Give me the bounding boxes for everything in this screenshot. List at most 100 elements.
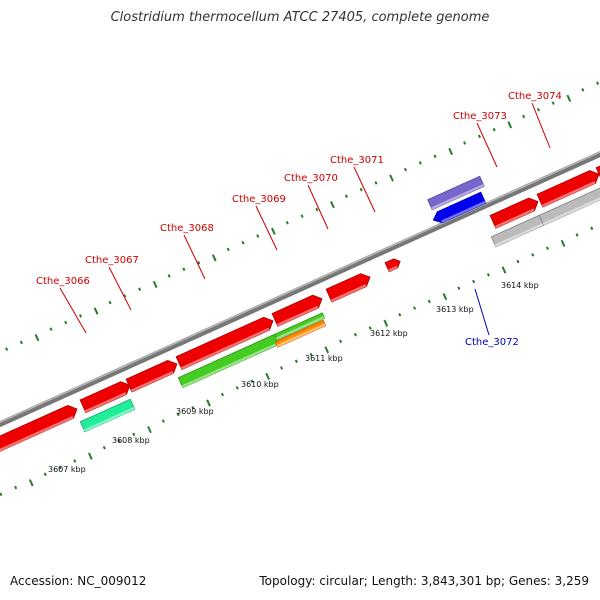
minor-tick	[522, 114, 526, 119]
cds-arrow-highlight	[84, 392, 127, 413]
minor-tick	[58, 465, 62, 470]
feature-bar-lavender-highlight	[431, 183, 485, 210]
locus-label: Cthe_3070	[284, 173, 338, 184]
major-tick	[330, 201, 335, 209]
major-tick	[265, 372, 270, 380]
minor-tick	[102, 445, 106, 450]
minor-tick	[486, 273, 490, 277]
feature-bar-gray	[538, 187, 600, 226]
cds-arrow-highlight	[494, 208, 535, 229]
reverse-cds-arrow-highlight	[441, 200, 486, 223]
minor-tick	[241, 240, 245, 245]
leader-line	[108, 266, 132, 311]
leader-line	[307, 184, 329, 230]
feature-bar-gray-highlight	[494, 222, 544, 247]
cds-arrow-highlight	[0, 415, 74, 452]
minor-tick	[590, 226, 594, 231]
minor-tick	[536, 107, 540, 112]
cds-arrow-highlight	[330, 284, 367, 302]
cds-arrow	[325, 273, 371, 303]
cds-arrow	[595, 165, 600, 178]
minor-tick	[457, 286, 461, 290]
minor-tick	[123, 294, 127, 298]
major-tick	[152, 280, 158, 289]
locus-label: Cthe_3072	[465, 337, 519, 348]
minor-tick	[531, 253, 535, 257]
minor-tick	[300, 214, 304, 218]
minor-tick	[14, 485, 18, 490]
backbone-line	[0, 150, 600, 423]
minor-tick	[545, 246, 550, 251]
minor-tick	[596, 81, 600, 85]
minor-tick	[256, 234, 260, 238]
locus-label: Cthe_3069	[232, 194, 286, 205]
minor-tick	[19, 340, 23, 345]
minor-tick	[477, 134, 481, 139]
minor-tick	[403, 167, 408, 172]
cds-arrow-highlight	[130, 370, 174, 392]
locus-label: Cthe_3068	[160, 223, 214, 234]
major-tick	[93, 307, 99, 315]
minor-tick	[339, 339, 343, 344]
locus-label: Cthe_3066	[36, 276, 90, 287]
minor-tick	[368, 326, 372, 330]
minor-tick	[43, 472, 47, 477]
leader-line	[353, 166, 376, 213]
minor-tick	[581, 88, 585, 92]
locus-label: Cthe_3074	[508, 91, 562, 102]
minor-tick	[433, 154, 437, 159]
cds-arrow	[536, 170, 600, 208]
scale-label: 3609 kbp	[176, 407, 214, 416]
minor-tick	[235, 386, 239, 390]
minor-tick	[359, 187, 363, 192]
leader-line	[255, 205, 278, 251]
minor-tick	[472, 279, 476, 284]
cds-arrow-highlight	[180, 327, 270, 370]
major-tick	[206, 399, 211, 407]
minor-tick	[413, 306, 417, 310]
topology-text: Topology: circular; Length: 3,843,301 bp…	[259, 574, 589, 588]
minor-tick	[132, 432, 136, 437]
scale-label: 3611 kbp	[305, 354, 343, 363]
feature-track	[0, 165, 600, 452]
minor-tick	[0, 492, 3, 497]
cds-arrow	[125, 360, 178, 393]
leader-line	[531, 102, 551, 149]
minor-tick	[73, 459, 77, 463]
minor-tick	[344, 194, 348, 198]
minor-tick	[5, 347, 9, 351]
minor-tick	[176, 412, 180, 417]
backbone-line	[0, 152, 600, 428]
minor-tick	[191, 406, 195, 410]
leader-line	[474, 288, 490, 336]
major-tick	[566, 94, 572, 102]
scale-label: 3610 kbp	[241, 380, 279, 389]
major-tick	[507, 121, 513, 129]
map-title: Clostridium thermocellum ATCC 27405, com…	[110, 10, 490, 25]
minor-tick	[182, 267, 186, 272]
genome-backbone	[0, 150, 600, 428]
minor-tick	[353, 332, 357, 337]
minor-tick	[285, 221, 289, 225]
minor-tick	[161, 419, 165, 423]
major-tick	[501, 266, 507, 274]
minor-tick	[398, 312, 402, 317]
minor-tick	[167, 274, 171, 278]
minor-tick	[197, 260, 201, 265]
cds-arrow	[0, 405, 78, 452]
minor-tick	[294, 359, 298, 364]
minor-tick	[551, 101, 555, 105]
minor-tick	[138, 287, 142, 292]
minor-tick	[280, 366, 284, 370]
major-tick	[34, 334, 40, 342]
leader-line	[59, 287, 87, 334]
minor-tick	[315, 207, 319, 212]
minor-tick	[309, 352, 313, 357]
scale-labels: 3607 kbp 3608 kbp 3609 kbp 3610 kbp 3611 kbp…	[48, 281, 539, 474]
minor-tick	[78, 314, 83, 318]
feature-bar-green-highlight	[275, 316, 325, 340]
accession-text: Accession: NC_009012	[10, 574, 147, 588]
minor-tick	[250, 379, 254, 383]
minor-tick	[516, 259, 520, 264]
major-tick	[442, 293, 448, 301]
